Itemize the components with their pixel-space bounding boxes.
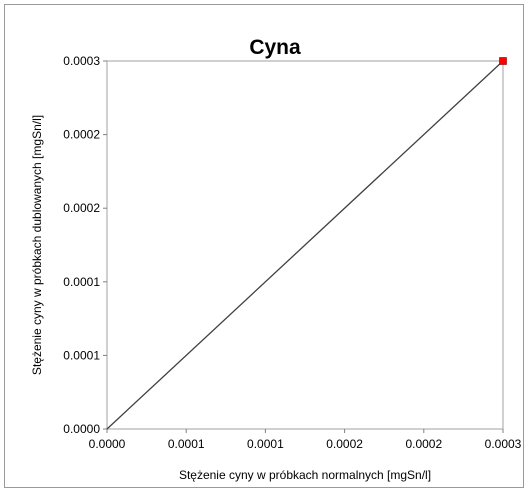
x-tick-label: 0.0003 xyxy=(485,437,522,451)
x-axis-label: Stężenie cyny w próbkach normalnych [mgS… xyxy=(179,468,431,482)
plot-area xyxy=(106,60,504,430)
y-tick-label: 0.0001 xyxy=(63,275,100,289)
y-axis-ticks: 0.0000 0.0001 0.0001 0.0002 0.0002 0.0003 xyxy=(63,54,107,436)
reference-lines xyxy=(106,60,504,430)
x-axis-ticks: 0.0000 0.0001 0.0001 0.0002 0.0002 0.0003 xyxy=(89,429,522,451)
chart-frame xyxy=(4,4,524,488)
y-tick-label: 0.0002 xyxy=(63,128,100,142)
x-tick-label: 0.0001 xyxy=(168,437,205,451)
y-tick-label: 0.0001 xyxy=(63,348,100,362)
x-tick-label: 0.0000 xyxy=(89,437,126,451)
y-axis-label: Stężenie cyny w próbkach dublowanych [mg… xyxy=(30,115,44,375)
x-tick-label: 0.0002 xyxy=(405,437,442,451)
data-points xyxy=(499,57,507,65)
y-tick-label: 0.0000 xyxy=(63,422,100,436)
data-point xyxy=(499,57,507,65)
y-tick-label: 0.0003 xyxy=(63,54,100,68)
x-tick-label: 0.0002 xyxy=(326,437,363,451)
chart-title: Cyna xyxy=(249,36,301,59)
x-tick-label: 0.0001 xyxy=(247,437,284,451)
y-tick-label: 0.0002 xyxy=(63,201,100,215)
identity-line xyxy=(106,60,504,430)
